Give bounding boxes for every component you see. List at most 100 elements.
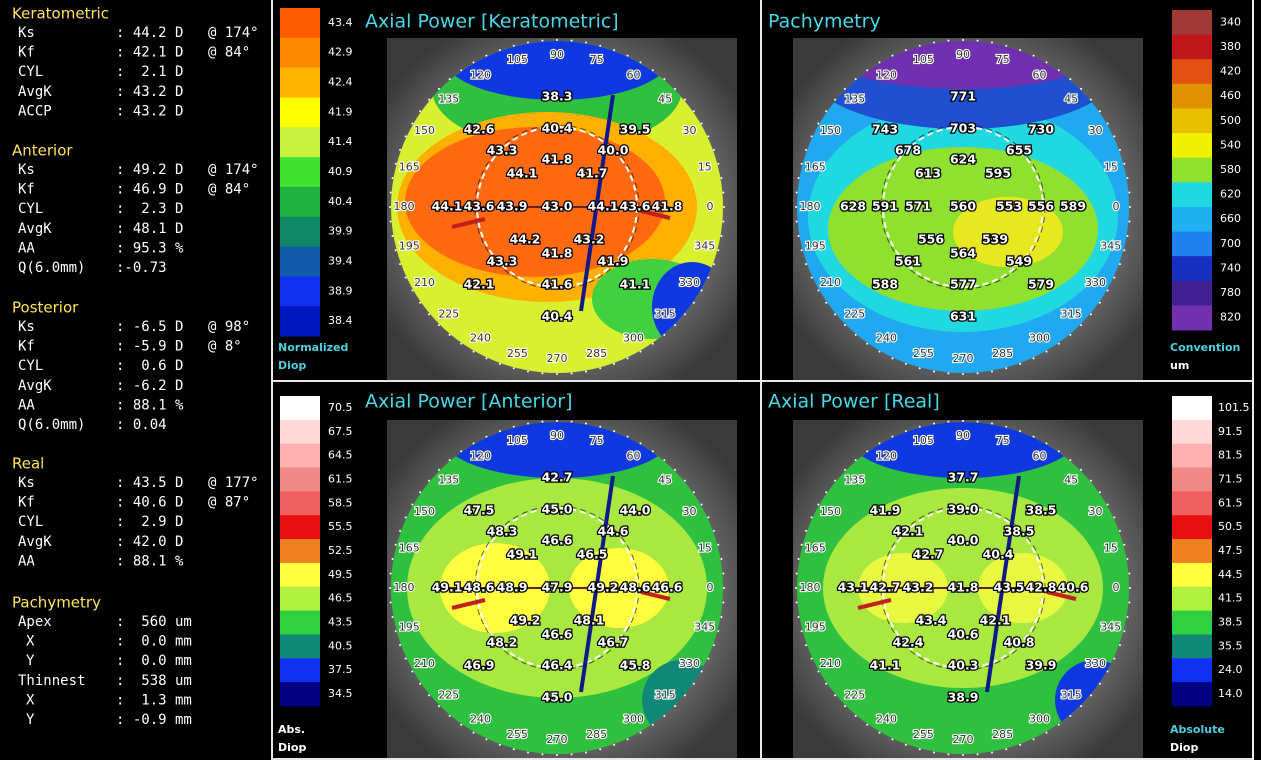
- angle-dot: [1128, 602, 1130, 604]
- angle-label: 75: [590, 53, 604, 66]
- angle-dot: [962, 39, 964, 41]
- angle-dot: [796, 191, 798, 193]
- scale-label: 40.5: [328, 639, 353, 652]
- scale-swatch: [1172, 420, 1212, 444]
- angle-dot: [684, 313, 686, 315]
- row-label: Kf: [18, 45, 35, 61]
- map-value: 613: [915, 166, 941, 181]
- scale-label: 101.5: [1218, 401, 1250, 414]
- angle-dot: [513, 426, 515, 428]
- map-value: 48.2: [487, 635, 518, 650]
- angle-dot: [805, 263, 807, 265]
- angle-label: 285: [586, 347, 607, 360]
- scale-swatch: [1172, 682, 1212, 706]
- scale-swatch: [280, 658, 320, 682]
- scale-swatch: [1172, 232, 1212, 257]
- angle-dot: [449, 459, 451, 461]
- map-title: Pachymetry: [768, 11, 881, 33]
- angle-dot: [640, 732, 642, 734]
- angle-dot: [428, 99, 430, 101]
- map-value: 43.3: [487, 254, 518, 269]
- angle-label: 105: [507, 53, 528, 66]
- row-axis: @ 177°: [208, 475, 259, 491]
- angle-dot: [460, 724, 462, 726]
- angle-label: 225: [438, 688, 459, 701]
- row-label: Kf: [18, 182, 35, 198]
- angle-label: 315: [1061, 688, 1082, 701]
- scale-swatch: [280, 682, 320, 706]
- angle-label: 180: [800, 581, 821, 594]
- angle-dot: [399, 644, 401, 646]
- angle-label: 240: [876, 332, 897, 345]
- angle-label: 240: [470, 713, 491, 726]
- scale-swatch: [1172, 468, 1212, 492]
- angle-dot: [1113, 135, 1115, 137]
- scale-swatch: [280, 420, 320, 444]
- angle-dot: [905, 744, 907, 746]
- angle-label: 345: [694, 620, 715, 633]
- angle-dot: [844, 88, 846, 90]
- angle-dot: [395, 544, 397, 546]
- angle-dot: [1019, 49, 1021, 51]
- scale-label: 38.5: [1218, 616, 1243, 629]
- angle-dot: [1046, 351, 1048, 353]
- map-value: 46.4: [542, 658, 573, 673]
- map-value: 771: [950, 89, 976, 104]
- row-value: : 43.5 D: [116, 475, 183, 491]
- angle-label: 210: [414, 657, 435, 670]
- angle-dot: [1119, 149, 1121, 151]
- angle-dot: [844, 705, 846, 707]
- scale-swatch: [280, 563, 320, 587]
- angle-label: 255: [507, 728, 528, 741]
- map-value: 41.8: [542, 152, 573, 167]
- scale-swatch: [280, 247, 320, 277]
- angle-dot: [419, 683, 421, 685]
- angle-label: 210: [820, 657, 841, 670]
- angle-label: 270: [547, 733, 568, 746]
- angle-label: 255: [913, 728, 934, 741]
- angle-dot: [1069, 334, 1071, 336]
- angle-label: 240: [470, 332, 491, 345]
- map-value: 730: [1028, 122, 1054, 137]
- angle-dot: [1058, 69, 1060, 71]
- row-label: AvgK: [18, 221, 52, 237]
- angle-dot: [891, 738, 893, 740]
- scale-label: 580: [1220, 163, 1241, 176]
- angle-dot: [1123, 163, 1125, 165]
- angle-dot: [855, 334, 857, 336]
- scale-label: 38.9: [328, 284, 353, 297]
- scale-unit: Diop: [278, 741, 306, 754]
- angle-dot: [825, 110, 827, 112]
- scale-label: 740: [1220, 261, 1241, 274]
- scale-label: 44.5: [1218, 568, 1243, 581]
- angle-dot: [962, 754, 964, 756]
- scale-label: 500: [1220, 114, 1241, 127]
- angle-dot: [599, 367, 601, 369]
- scale-swatch: [280, 396, 320, 420]
- angle-dot: [405, 135, 407, 137]
- angle-label: 45: [658, 93, 672, 106]
- row-value: : 0.0 mm: [116, 634, 192, 650]
- scale-swatch: [1172, 182, 1212, 207]
- angle-dot: [411, 290, 413, 292]
- map-title: Axial Power [Keratometric]: [365, 11, 619, 33]
- angle-dot: [947, 753, 949, 755]
- angle-dot: [919, 748, 921, 750]
- map-value: 39.5: [620, 122, 651, 137]
- angle-dot: [485, 738, 487, 740]
- angle-dot: [796, 221, 798, 223]
- angle-dot: [674, 469, 676, 471]
- map-value: 44.1: [588, 199, 619, 214]
- angle-dot: [1069, 459, 1071, 461]
- angle-dot: [713, 530, 715, 532]
- scale-label: 61.5: [1218, 496, 1243, 509]
- angle-label: 150: [414, 505, 435, 518]
- row-label: X: [26, 692, 35, 708]
- angle-dot: [392, 177, 394, 179]
- angle-dot: [1058, 724, 1060, 726]
- scale-label: 61.5: [328, 472, 353, 485]
- angle-dot: [1046, 61, 1048, 63]
- map-value: 43.4: [916, 613, 947, 628]
- angle-dot: [473, 61, 475, 63]
- angle-label: 285: [992, 347, 1013, 360]
